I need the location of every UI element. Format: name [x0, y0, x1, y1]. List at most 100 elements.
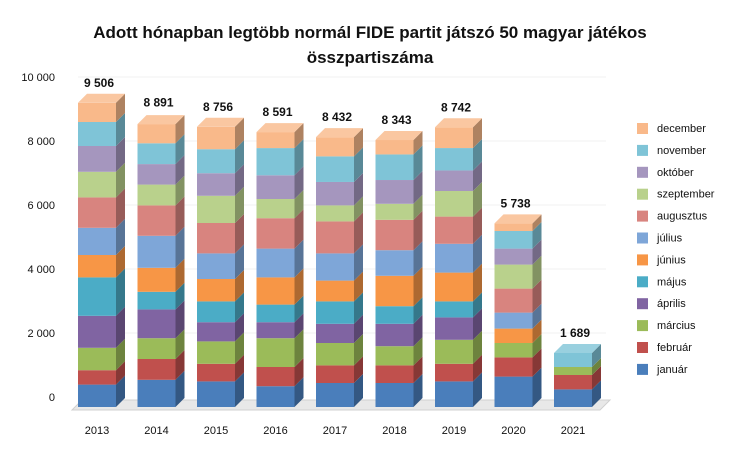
bar-side-szeptember-2017 [354, 196, 363, 222]
legend-item-november: november [637, 144, 706, 157]
legend-item-május: május [637, 276, 687, 288]
bar-side-február-2021 [592, 366, 601, 390]
bar-side-február-2014 [175, 350, 185, 380]
bar-side-április-2014 [175, 300, 185, 339]
bar-side-június-2015 [235, 270, 244, 302]
bar-segment-március-2013 [78, 347, 116, 371]
bar-segment-szeptember-2019 [435, 191, 473, 217]
bar-segment-december-2018 [375, 140, 414, 155]
legend-swatch [637, 342, 648, 353]
bar-segment-január-2019 [435, 381, 473, 407]
bar-segment-szeptember-2016 [256, 199, 295, 219]
legend-swatch [637, 210, 648, 222]
bar-side-július-2018 [413, 241, 423, 276]
bar-side-december-2015 [235, 117, 244, 150]
bar-side-április-2015 [235, 313, 244, 342]
legend-item-december: december [637, 123, 706, 135]
bar-segment-szeptember-2020 [494, 264, 533, 289]
bar-segment-november-2016 [256, 148, 295, 176]
bar-side-március-2014 [175, 329, 185, 359]
bar-side-december-2017 [354, 128, 363, 157]
bar-stack-2018 [375, 131, 423, 407]
total-label-2019: 8 742 [441, 100, 471, 114]
bar-segment-április-2016 [256, 322, 295, 339]
bar-side-július-2015 [235, 244, 244, 279]
bar-segment-január-2013 [78, 384, 116, 407]
x-tick-label: 2014 [144, 425, 168, 437]
bar-side-szeptember-2016 [294, 190, 304, 219]
bar-segment-február-2020 [494, 357, 533, 377]
bar-segment-június-2015 [197, 279, 235, 302]
bar-segment-augusztus-2018 [375, 219, 414, 251]
legend-swatch [637, 363, 648, 375]
bar-segment-január-2021 [554, 389, 592, 407]
bar-side-augusztus-2017 [354, 212, 363, 254]
bar-segment-október-2018 [375, 180, 414, 204]
total-labels: 9 506 8 891 8 756 8 591 8 432 8 343 8 742 5 738… [84, 76, 590, 340]
bar-segment-november-2021 [554, 352, 592, 367]
bar-segment-november-2015 [197, 149, 235, 174]
bar-side-október-2019 [473, 161, 482, 191]
x-tick-label: 2021 [561, 425, 585, 437]
bar-side-február-2013 [116, 361, 125, 385]
bar-side-február-2020 [532, 348, 542, 377]
bar-side-január-2019 [473, 372, 482, 407]
legend-item-január: január [637, 363, 688, 376]
bar-segment-július-2014 [137, 235, 176, 268]
bar-segment-május-2018 [375, 306, 414, 324]
bar-segment-február-2021 [554, 375, 592, 390]
bar-side-november-2015 [235, 140, 244, 174]
bar-segment-szeptember-2013 [78, 171, 116, 198]
bar-segment-december-2019 [435, 127, 473, 149]
bar-segment-október-2014 [137, 164, 176, 185]
bar-segment-október-2015 [197, 173, 235, 196]
bar-side-március-2013 [116, 338, 125, 371]
bar-side-november-2016 [294, 139, 304, 176]
bar-segment-november-2018 [375, 154, 414, 181]
bar-side-október-2013 [116, 137, 125, 172]
bar-segment-január-2015 [197, 381, 235, 407]
bar-side-július-2019 [473, 234, 482, 273]
bar-segment-július-2015 [197, 253, 235, 279]
bar-segment-június-2020 [494, 328, 533, 343]
bar-segment-május-2015 [197, 301, 235, 323]
bar-top-2013 [78, 93, 125, 103]
bar-top-2019 [435, 118, 482, 128]
bar-segment-május-2016 [256, 304, 295, 323]
legend-label: augusztus [657, 211, 708, 223]
x-tick-label: 2020 [501, 425, 525, 437]
bar-segment-április-2014 [137, 309, 176, 339]
bar-stack-2015 [197, 117, 244, 407]
bar-segment-július-2018 [375, 250, 414, 276]
legend-label: június [656, 254, 686, 266]
bar-segment-szeptember-2015 [197, 195, 235, 223]
chart-title-line-2: összpartiszáma [307, 48, 434, 67]
bar-side-május-2015 [235, 292, 244, 323]
bar-side-július-2017 [354, 244, 363, 281]
bar-side-augusztus-2014 [175, 196, 185, 236]
bar-side-március-2017 [354, 334, 363, 366]
bar-side-május-2013 [116, 268, 125, 316]
bar-segment-augusztus-2014 [137, 205, 176, 236]
bar-side-augusztus-2013 [116, 188, 125, 228]
bar-stack-2019 [435, 118, 482, 407]
bar-side-január-2021 [592, 380, 601, 407]
bar-side-február-2017 [354, 356, 363, 383]
legend-label: november [657, 145, 706, 157]
legend-label: január [656, 364, 688, 376]
bar-side-március-2021 [592, 358, 601, 375]
bar-side-augusztus-2020 [532, 279, 542, 313]
total-label-2013: 9 506 [84, 76, 114, 90]
bar-side-szeptember-2019 [473, 182, 482, 217]
bar-side-április-2016 [294, 313, 304, 339]
bar-segment-március-2016 [256, 338, 295, 367]
bar-top-2020 [494, 214, 542, 224]
bar-top-2021 [554, 343, 601, 353]
bar-segment-február-2018 [375, 365, 414, 383]
bar-side-május-2016 [294, 295, 304, 323]
bar-side-szeptember-2015 [235, 186, 244, 223]
legend-label: március [657, 320, 696, 332]
bar-segment-július-2017 [316, 253, 354, 281]
bar-side-május-2017 [354, 292, 363, 324]
legend-swatch [637, 232, 648, 244]
